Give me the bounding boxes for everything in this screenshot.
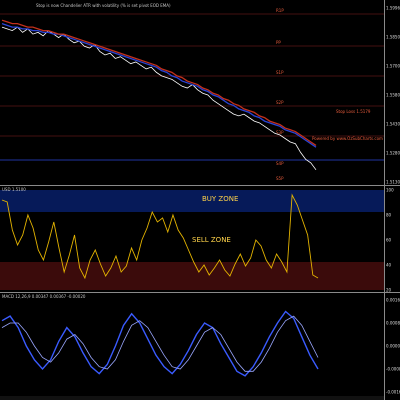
buy-zone-band xyxy=(0,190,384,212)
axis-tick-label: -0.0016 xyxy=(386,390,400,395)
pivot-lines xyxy=(0,13,384,161)
pivot-labels: R1P PP S1P S2P S3P S4P S5P xyxy=(276,8,284,181)
series-line-signal xyxy=(1,315,319,372)
oscillator-axis: 100 80 60 40 20 xyxy=(386,188,394,293)
axis-tick-label: 1.5996 xyxy=(386,6,400,11)
pivot-label-s3: S3P xyxy=(276,130,284,135)
series-line-macd xyxy=(1,310,319,377)
pivot-label-s5: S5P xyxy=(276,176,284,181)
pivot-label-s4: S4P xyxy=(276,161,284,166)
sell-zone-label: SELL ZONE xyxy=(192,236,231,244)
price-pane-header: Stop is now Chandelier ATR with volatili… xyxy=(36,3,171,8)
oscillator-header: USD 1.5100 xyxy=(2,187,26,192)
axis-tick-label: 80 xyxy=(386,213,392,218)
series-line-oscillator xyxy=(1,193,319,280)
chart-scrollbar[interactable] xyxy=(0,396,384,400)
price-pane xyxy=(0,0,384,184)
pivot-label-s2: S2P xyxy=(276,100,284,105)
price-axis: 1.5996 1.5850 1.5700 1.5580 1.5430 1.5280 1.51… xyxy=(386,6,400,185)
axis-tick-label: 1.5580 xyxy=(386,93,400,98)
axis-tick-label: 1.5850 xyxy=(386,35,400,40)
series-layer xyxy=(1,19,319,377)
pivot-label-r1: R1P xyxy=(276,8,284,13)
axis-tick-label: 1.5700 xyxy=(386,64,400,69)
axis-tick-label: 0.0000 xyxy=(386,344,400,349)
axis-tick-label: 0.0016 xyxy=(386,298,400,303)
macd-header: MACD 12,26,9 0.00347 0.00367 -0.00020 xyxy=(2,294,86,299)
axis-tick-label: 1.5430 xyxy=(386,122,400,127)
series-line-moving-average-blue xyxy=(1,23,317,148)
axis-tick-label: 60 xyxy=(386,238,392,243)
sell-zone-band xyxy=(0,262,384,290)
axis-tick-label: 1.5130 xyxy=(386,180,400,185)
pivot-label-s1: S1P xyxy=(276,70,284,75)
buy-zone-label: BUY ZONE xyxy=(202,195,238,203)
axis-tick-label: 100 xyxy=(386,188,394,193)
axis-tick-label: 20 xyxy=(386,288,392,293)
macd-pane xyxy=(0,294,384,400)
axis-tick-label: 1.5280 xyxy=(386,151,400,156)
axis-tick-label: 0.0008 xyxy=(386,321,400,326)
axis-tick-label: 40 xyxy=(386,263,392,268)
powered-by-label: Powered by www.OzSubCharts.com xyxy=(312,136,383,141)
pivot-label-pp: PP xyxy=(276,40,281,45)
macd-axis: 0.0016 0.0008 0.0000 -0.0008 -0.0016 xyxy=(386,298,400,395)
stop-loss-label: Stop Loss 1.5179 xyxy=(336,109,371,114)
axis-tick-label: -0.0008 xyxy=(386,367,400,372)
series-line-moving-average-red xyxy=(1,19,317,146)
